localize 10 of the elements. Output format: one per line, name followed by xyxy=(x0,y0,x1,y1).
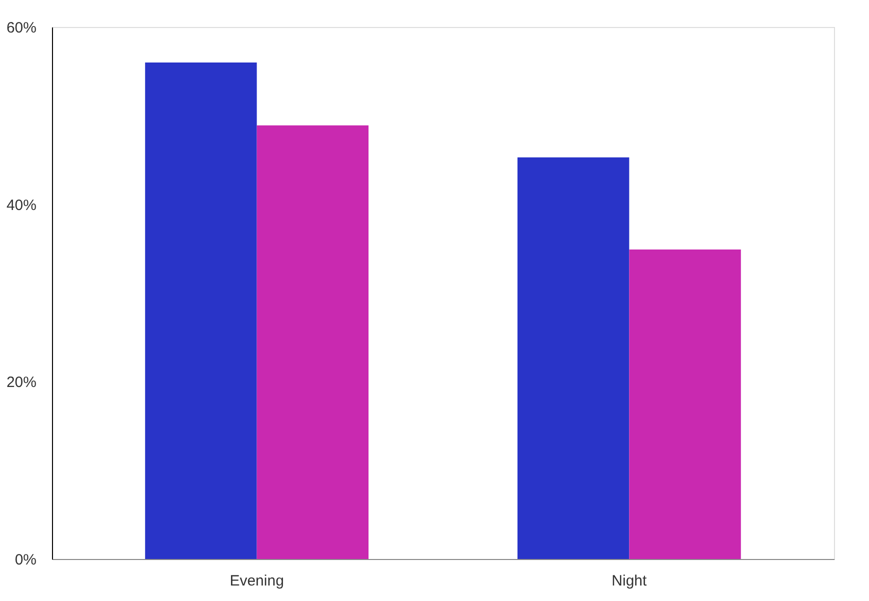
x-tick-label: Evening xyxy=(230,572,284,590)
y-tick-label: 40% xyxy=(6,196,36,214)
y-tick-label: 0% xyxy=(14,552,36,568)
bar xyxy=(517,157,630,559)
bar xyxy=(256,125,369,559)
y-tick-label: 60% xyxy=(6,20,36,36)
bar xyxy=(629,250,741,559)
bar xyxy=(145,62,257,559)
x-tick-label: Night xyxy=(612,572,648,590)
y-tick-label: 20% xyxy=(6,374,36,392)
